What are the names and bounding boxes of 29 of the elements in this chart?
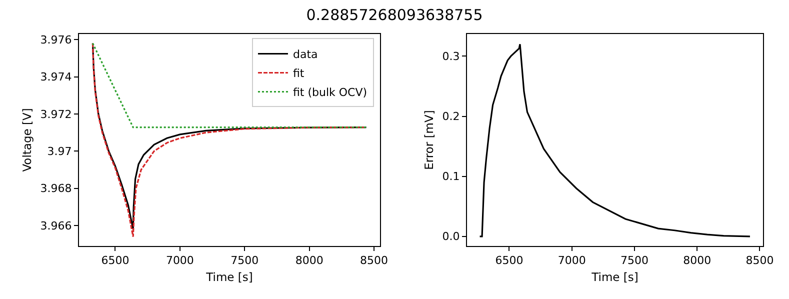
- y-tick-label: 3.976: [40, 33, 72, 46]
- y-axis-title: Error [mV]: [422, 110, 436, 170]
- x-tick-label: 6500: [495, 254, 524, 268]
- y-tick-label: 3.968: [40, 182, 72, 196]
- y-tick-label: 3.972: [40, 108, 72, 121]
- y-tick-label: 3.966: [40, 219, 72, 232]
- y-tick-label: 0.2: [442, 110, 460, 124]
- y-tick-label: 3.97: [47, 145, 72, 158]
- line-series: [478, 43, 751, 238]
- chart-title: 0.28857268093638755: [305, 6, 484, 24]
- x-tick-label: 8000: [295, 254, 324, 268]
- x-tick-label: 7500: [620, 254, 648, 268]
- x-tick-label: 8500: [746, 254, 774, 268]
- x-tick-label: 7500: [230, 254, 259, 268]
- y-axis-title: Voltage [V]: [20, 108, 34, 172]
- x-tick-label: 6500: [101, 254, 130, 268]
- x-tick-label: 8000: [683, 254, 712, 268]
- y-tick-label: 0.3: [442, 50, 460, 64]
- y-tick-label: 0.0: [442, 230, 460, 244]
- legend-label: fit: [292, 67, 305, 80]
- y-tick-label: 3.974: [40, 70, 72, 84]
- x-tick-label: 7000: [166, 254, 194, 268]
- x-axis-title: Time [s]: [205, 270, 253, 284]
- x-tick-label: 7000: [558, 254, 586, 268]
- legend-label: fit (bulk OCV): [292, 86, 368, 100]
- x-axis-title: Time [s]: [590, 270, 638, 284]
- legend-label: data: [292, 48, 318, 62]
- y-tick-label: 0.1: [442, 170, 460, 184]
- x-tick-label: 8500: [360, 254, 388, 268]
